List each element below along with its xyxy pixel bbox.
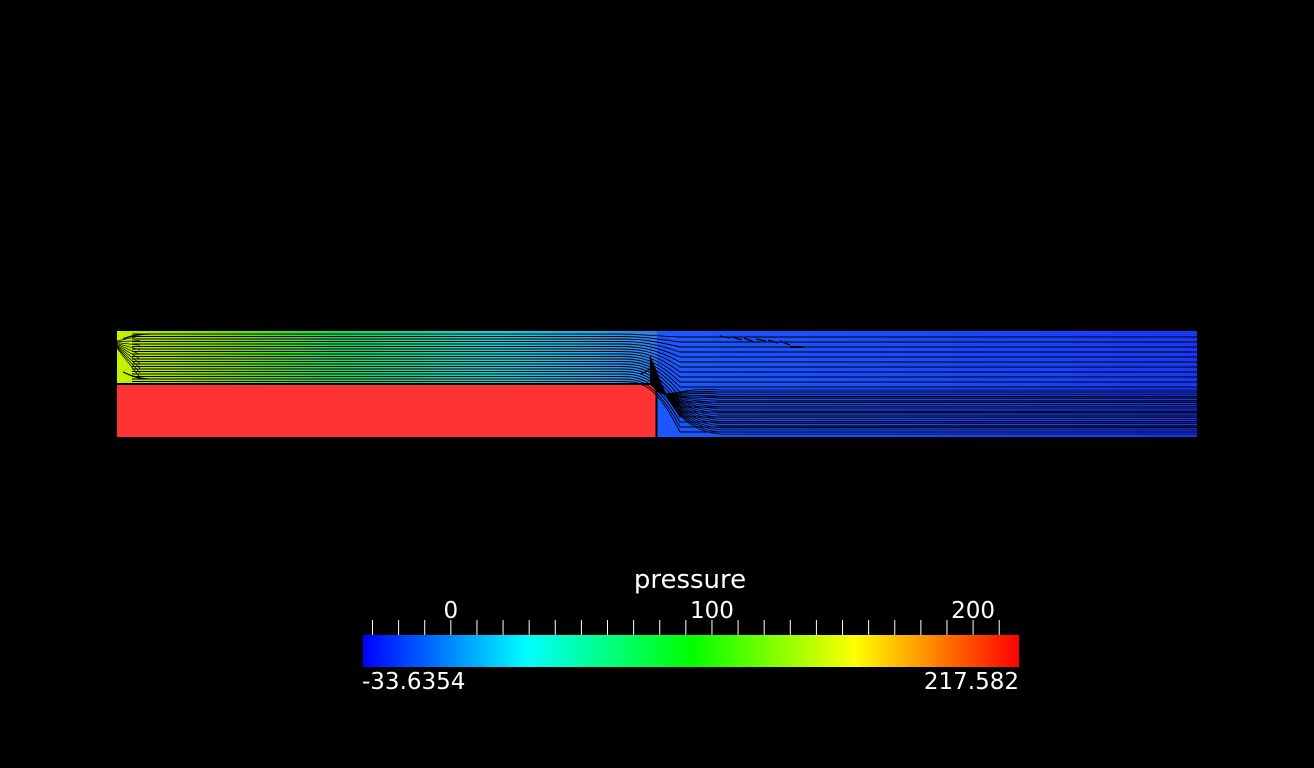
- streamline: [719, 335, 731, 339]
- streamline: [132, 356, 1197, 383]
- streamline: [132, 353, 1197, 378]
- streamline: [649, 364, 1197, 420]
- streamline: [132, 341, 1197, 353]
- streamline: [132, 346, 1197, 363]
- streamline: [649, 376, 1197, 399]
- colorbar-tick-label: 200: [951, 598, 995, 624]
- colorbar: [363, 635, 1019, 667]
- streamline: [122, 333, 151, 340]
- streamline: [779, 340, 791, 346]
- streamline: [116, 343, 141, 351]
- streamline: [649, 366, 1197, 416]
- streamline: [649, 368, 1197, 412]
- streamline: [116, 345, 141, 364]
- colorbar-tick-label: 0: [444, 598, 459, 624]
- streamline: [132, 378, 1197, 428]
- streamline: [649, 362, 1197, 422]
- streamline: [132, 343, 1197, 358]
- streamline: [116, 346, 141, 369]
- streamline: [755, 338, 767, 342]
- streamline: [132, 351, 1197, 373]
- solid-block: [117, 385, 656, 437]
- streamline: [649, 377, 1197, 397]
- colorbar-tick-label: 100: [690, 598, 734, 624]
- legend-max-label: 217.582: [923, 669, 1019, 695]
- streamline: [767, 339, 779, 344]
- streamline: [132, 376, 1197, 423]
- streamline: [116, 335, 141, 342]
- streamline: [132, 336, 1197, 343]
- streamline: [132, 381, 1197, 433]
- streamline: [743, 337, 755, 343]
- streamline: [132, 373, 1197, 418]
- streamline: [649, 365, 1197, 418]
- streamline: [649, 367, 1197, 414]
- streamline: [116, 344, 141, 360]
- streamline: [132, 358, 1197, 388]
- streamline: [116, 343, 141, 355]
- streamline: [649, 373, 1197, 403]
- legend-title: pressure: [633, 565, 747, 595]
- streamline: [639, 365, 653, 375]
- streamline: [649, 374, 1197, 401]
- streamline: [649, 371, 1197, 408]
- streamline: [132, 333, 1197, 338]
- streamline: [649, 372, 1197, 406]
- streamline: [132, 348, 1197, 368]
- legend-min-label: -33.6354: [362, 669, 466, 695]
- streamlines: [116, 333, 1197, 435]
- streamline: [116, 347, 141, 378]
- streamline: [116, 340, 141, 343]
- streamline: [116, 342, 141, 346]
- streamline: [649, 378, 1197, 395]
- streamline: [122, 371, 149, 380]
- streamline: [649, 380, 1197, 395]
- streamline: [132, 338, 1197, 348]
- streamline: [116, 347, 141, 374]
- streamline: [649, 370, 1197, 410]
- streamline: [649, 361, 1197, 424]
- streamline: [132, 361, 1197, 393]
- streamline: [649, 379, 1197, 395]
- streamline: [649, 360, 1197, 427]
- streamline: [649, 359, 1197, 429]
- streamline: [731, 336, 743, 341]
- streamline: [649, 355, 1197, 435]
